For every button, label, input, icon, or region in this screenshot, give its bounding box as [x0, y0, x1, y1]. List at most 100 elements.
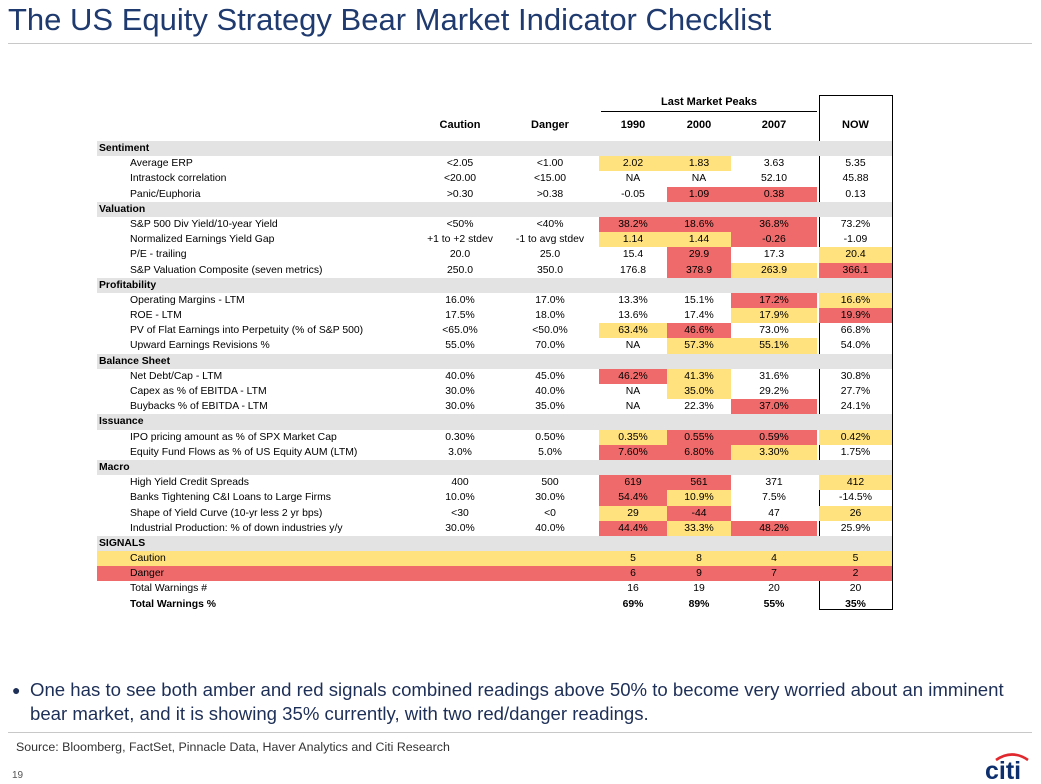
signal-row: Caution 5 8 4 5: [97, 551, 892, 567]
row-label: Normalized Earnings Yield Gap: [130, 234, 275, 246]
row-label: Average ERP: [130, 158, 193, 170]
cell-now: 0.42%: [819, 429, 892, 445]
cell-y2007: 55.1%: [731, 338, 817, 354]
cell-danger: 70.0%: [535, 340, 565, 352]
row-label: Banks Tightening C&I Loans to Large Firm…: [130, 492, 331, 504]
cell-y2000: 10.9%: [667, 490, 731, 506]
cell-y2000: 33.3%: [667, 520, 731, 536]
cell-caution: <65.0%: [442, 325, 478, 337]
citi-logo: citi: [985, 753, 1029, 782]
cell-y1990: 0.35%: [599, 429, 667, 445]
row-label: Caution: [130, 553, 166, 565]
cell-y2000: 1.44: [667, 232, 731, 248]
cell-danger: 40.0%: [535, 522, 565, 534]
cell-now: -14.5%: [839, 492, 872, 504]
cell-y1990: 44.4%: [599, 520, 667, 536]
cell-caution: 40.0%: [445, 370, 475, 382]
cell-caution: <2.05: [446, 158, 474, 170]
section-row: Valuation: [97, 201, 892, 217]
cell-caution: 10.0%: [445, 492, 475, 504]
cell-danger: 30.0%: [535, 492, 565, 504]
cell-y2000: 17.4%: [684, 310, 714, 322]
cell-y1990: 2.02: [599, 156, 667, 172]
section-row: SIGNALS: [97, 535, 892, 552]
cell-now: 54.0%: [840, 340, 871, 352]
cell-now: 1.75%: [840, 446, 871, 458]
header-1990: 1990: [620, 119, 646, 131]
cell-y2000: 378.9: [667, 262, 731, 278]
header-2000: 2000: [686, 119, 712, 131]
cell-now: 27.7%: [840, 386, 871, 397]
cell-y2000: 15.1%: [684, 294, 714, 306]
section-row: Profitability: [97, 277, 892, 293]
cell-y2000: 8: [696, 553, 702, 565]
header-danger: Danger: [531, 119, 569, 131]
table-row: High Yield Credit Spreads 400 500 619 561 371…: [97, 475, 892, 491]
cell-now: 2: [852, 568, 859, 580]
cell-now: 412: [819, 475, 892, 491]
cell-danger: 35.0%: [535, 401, 565, 413]
cell-caution: 16.0%: [445, 294, 475, 306]
now-column-border: [819, 95, 893, 610]
cell-caution: <50%: [446, 218, 474, 230]
cell-caution: 3.0%: [448, 446, 472, 458]
cell-y2007: -0.26: [731, 232, 817, 248]
header-caution: Caution: [439, 119, 481, 131]
cell-danger: 350.0: [536, 264, 563, 276]
cell-now: 35%: [845, 598, 866, 610]
cell-y2007: 4: [771, 553, 777, 565]
cell-y2007: 17.2%: [731, 292, 817, 309]
cell-y2007: 31.6%: [759, 370, 789, 382]
cell-y2007: 52.10: [760, 173, 787, 185]
row-label: Panic/Euphoria: [130, 188, 201, 200]
cell-y2007: 371: [765, 477, 783, 489]
cell-danger: 45.0%: [535, 370, 565, 382]
cell-caution: 30.0%: [445, 522, 475, 534]
cell-caution: +1 to +2 stdev: [427, 234, 493, 246]
table-row: Net Debt/Cap - LTM 40.0% 45.0% 46.2% 41.3% 31…: [97, 368, 892, 384]
cell-caution: 400: [451, 477, 469, 489]
footer-divider: [8, 732, 1032, 733]
cell-now: 20: [849, 583, 862, 595]
section-label: Balance Sheet: [99, 355, 171, 367]
table-row: P/E - trailing 20.0 25.0 15.4 29.9 17.3 20.4: [97, 247, 892, 263]
cell-y2000: 9: [696, 568, 702, 580]
cell-y2000: 29.9: [667, 247, 731, 263]
page-number: 19: [12, 770, 24, 781]
section-label: Profitability: [99, 279, 157, 291]
row-label: Operating Margins - LTM: [130, 294, 245, 306]
row-label: Intrastock correlation: [130, 173, 227, 185]
cell-now: 0.13: [845, 188, 866, 200]
table-row: Intrastock correlation <20.00 <15.00 NA NA 52…: [97, 171, 892, 186]
cell-y2007: 48.2%: [731, 520, 817, 536]
cell-now: 25.9%: [840, 522, 871, 534]
cell-now: 5.35: [845, 158, 866, 170]
cell-y2000: 57.3%: [667, 338, 731, 354]
cell-y2007: 0.38: [731, 186, 817, 202]
header-now: NOW: [842, 119, 869, 131]
cell-now: 45.88: [842, 173, 869, 185]
cell-y2007: 0.59%: [731, 429, 817, 445]
cell-y1990: 1.14: [599, 232, 667, 248]
cell-y1990: NA: [625, 173, 641, 185]
cell-y2007: 7: [771, 568, 777, 580]
row-label: Equity Fund Flows as % of US Equity AUM …: [130, 446, 358, 458]
table-row: IPO pricing amount as % of SPX Market Ca…: [97, 429, 892, 445]
cell-y2000: 46.6%: [667, 323, 731, 339]
table-row: S&P 500 Div Yield/10-year Yield <50% <40% 3…: [97, 216, 892, 233]
cell-y2007: 263.9: [731, 262, 817, 278]
cell-y2007: 36.8%: [731, 216, 817, 233]
cell-now: 20.4: [819, 247, 892, 263]
title-divider: [8, 43, 1032, 44]
cell-danger: 5.0%: [538, 446, 562, 458]
cell-danger: 0.50%: [535, 431, 565, 443]
cell-y1990: 63.4%: [599, 323, 667, 339]
row-label: Capex as % of EBITDA - LTM: [130, 386, 267, 397]
cell-danger: <0: [544, 507, 556, 519]
cell-caution: 55.0%: [445, 340, 475, 352]
row-label: ROE - LTM: [130, 310, 182, 322]
table-row: PV of Flat Earnings into Perpetuity (% o…: [97, 323, 892, 339]
cell-y1990: 13.6%: [618, 310, 648, 322]
cell-now: 26: [819, 505, 892, 521]
cell-danger: <1.00: [536, 158, 564, 170]
